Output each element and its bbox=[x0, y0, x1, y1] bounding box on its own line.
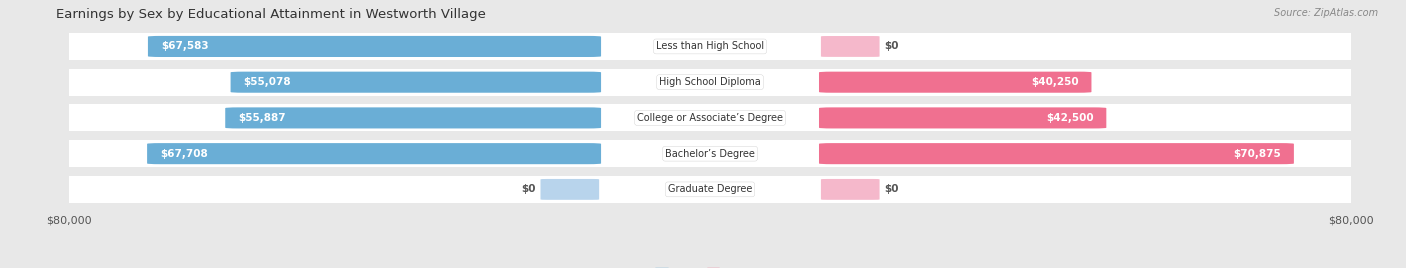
Text: Graduate Degree: Graduate Degree bbox=[668, 184, 752, 194]
FancyBboxPatch shape bbox=[540, 179, 599, 200]
Bar bbox=[69, 140, 1351, 167]
Bar bbox=[69, 176, 1351, 203]
Bar bbox=[69, 33, 1351, 60]
Text: $42,500: $42,500 bbox=[1046, 113, 1094, 123]
Text: Source: ZipAtlas.com: Source: ZipAtlas.com bbox=[1274, 8, 1378, 18]
Text: $0: $0 bbox=[884, 184, 900, 194]
Text: $70,875: $70,875 bbox=[1233, 149, 1281, 159]
Text: $40,250: $40,250 bbox=[1031, 77, 1078, 87]
Text: $0: $0 bbox=[520, 184, 536, 194]
FancyBboxPatch shape bbox=[231, 72, 602, 93]
Text: $0: $0 bbox=[884, 42, 900, 51]
FancyBboxPatch shape bbox=[821, 179, 880, 200]
Text: High School Diploma: High School Diploma bbox=[659, 77, 761, 87]
FancyBboxPatch shape bbox=[821, 36, 880, 57]
Text: $55,887: $55,887 bbox=[238, 113, 285, 123]
Text: College or Associate’s Degree: College or Associate’s Degree bbox=[637, 113, 783, 123]
FancyBboxPatch shape bbox=[148, 36, 602, 57]
FancyBboxPatch shape bbox=[820, 107, 1107, 128]
Text: $55,078: $55,078 bbox=[243, 77, 291, 87]
Bar bbox=[69, 104, 1351, 132]
Text: $67,583: $67,583 bbox=[160, 42, 208, 51]
Bar bbox=[69, 69, 1351, 96]
FancyBboxPatch shape bbox=[148, 143, 602, 164]
Text: Less than High School: Less than High School bbox=[657, 42, 763, 51]
FancyBboxPatch shape bbox=[820, 72, 1091, 93]
FancyBboxPatch shape bbox=[225, 107, 602, 128]
Text: Bachelor’s Degree: Bachelor’s Degree bbox=[665, 149, 755, 159]
FancyBboxPatch shape bbox=[820, 143, 1294, 164]
Text: $67,708: $67,708 bbox=[160, 149, 208, 159]
Legend: Male, Female: Male, Female bbox=[651, 264, 769, 268]
Text: Earnings by Sex by Educational Attainment in Westworth Village: Earnings by Sex by Educational Attainmen… bbox=[56, 8, 486, 21]
